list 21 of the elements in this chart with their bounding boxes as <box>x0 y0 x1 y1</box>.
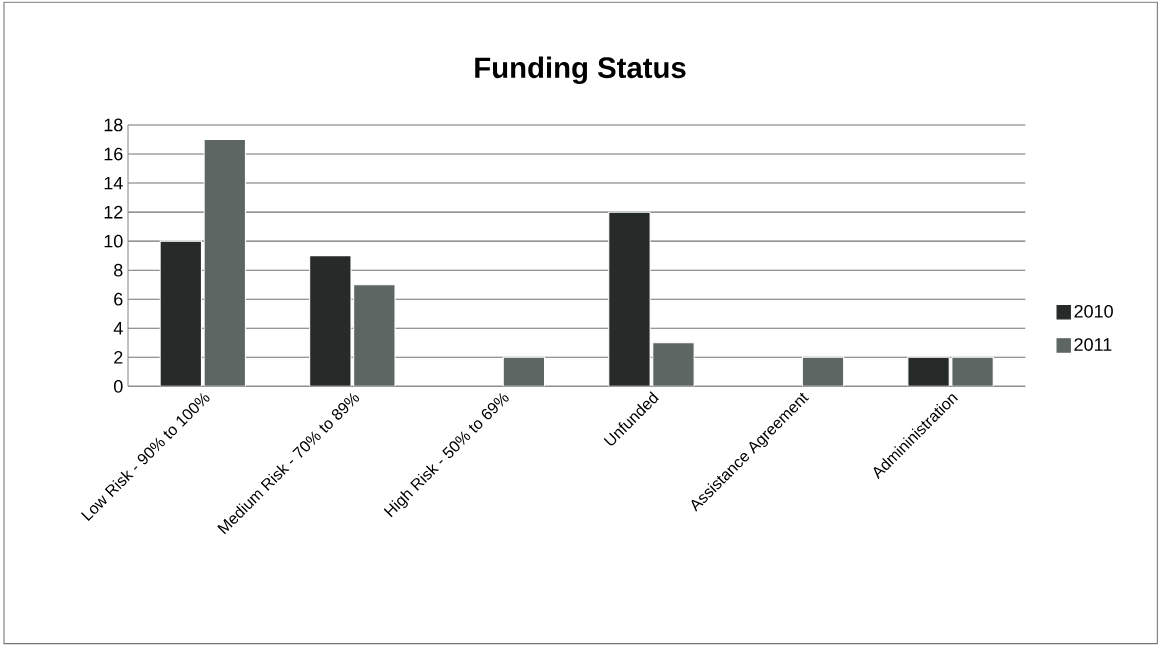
bar <box>951 356 994 387</box>
y-tick-label: 12 <box>104 205 123 219</box>
bar <box>502 356 546 387</box>
y-tick-label: 16 <box>104 147 123 161</box>
y-tick-label: 0 <box>114 379 123 393</box>
y-tick-label: 8 <box>114 263 123 277</box>
y-tick-label: 10 <box>104 234 123 248</box>
y-tick-label: 18 <box>104 118 123 132</box>
bar <box>353 284 396 387</box>
y-tick-label: 6 <box>114 292 123 306</box>
bar <box>203 138 246 387</box>
bar <box>652 342 695 387</box>
bar <box>801 356 845 387</box>
x-tick-label: High Risk - 50% to 69% <box>383 392 509 518</box>
y-tick-label: 4 <box>113 322 123 335</box>
y-tick-label: 2 <box>114 351 123 364</box>
legend-label: 2010 <box>1074 304 1113 318</box>
bar <box>159 240 202 387</box>
y-tick-label: 14 <box>104 176 123 190</box>
legend-label: 2011 <box>1074 338 1112 351</box>
chart-title: Funding Status <box>475 56 686 85</box>
